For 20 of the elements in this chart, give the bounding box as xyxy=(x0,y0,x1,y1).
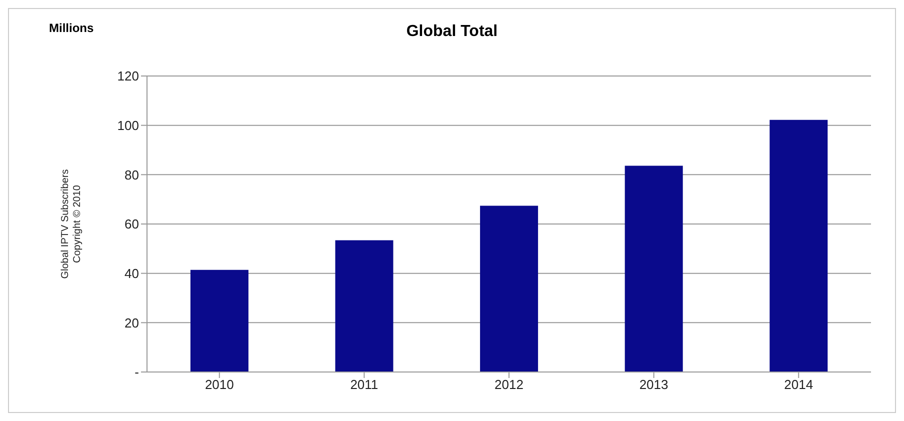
chart-title: Global Total xyxy=(406,23,498,40)
text: Millions xyxy=(49,21,94,35)
y-tick-label: 20 xyxy=(124,315,139,330)
y-tick-label: 100 xyxy=(117,118,139,133)
bar xyxy=(480,206,538,372)
y-tick-label: 60 xyxy=(124,216,139,232)
y-axis-title: Global IPTV Subscribers Copyright © 2010 xyxy=(60,169,83,279)
bar xyxy=(624,166,683,372)
y-tick-label: 40 xyxy=(124,266,139,281)
x-tick-label: 2012 xyxy=(494,377,524,392)
x-tick-label: 2011 xyxy=(350,377,378,392)
bar xyxy=(770,120,828,372)
bar xyxy=(335,240,394,372)
y-tick-label: 80 xyxy=(124,167,139,182)
x-tick-label: 2013 xyxy=(639,377,668,392)
y-tick-label: 120 xyxy=(117,68,139,84)
y-tick-label: - xyxy=(134,364,139,380)
x-tick-label: 2010 xyxy=(204,377,234,392)
x-tick-label: 2014 xyxy=(784,377,814,392)
bar xyxy=(190,270,248,372)
